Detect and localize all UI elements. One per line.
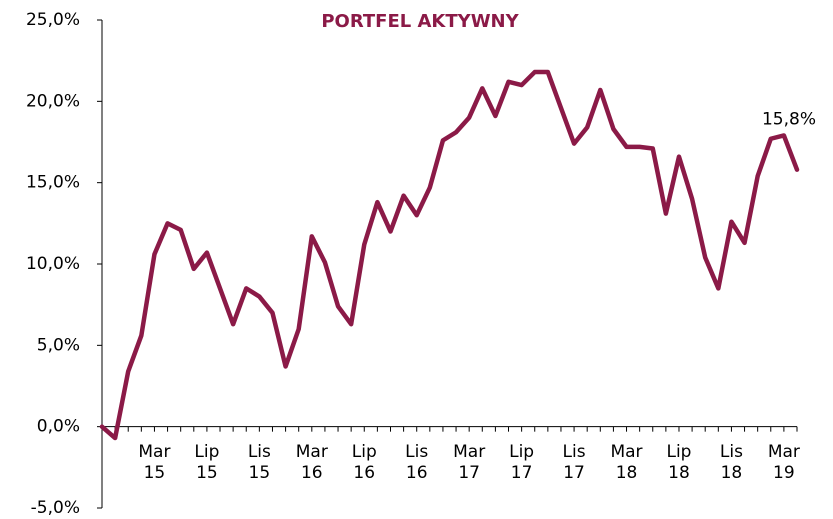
x-tick-label: Lip 17 [509, 441, 535, 483]
x-tick-label: Mar 18 [610, 441, 643, 483]
chart-title: PORTFEL AKTYWNY [321, 11, 519, 32]
y-tick-label: -5,0% [31, 498, 80, 518]
y-tick-label: 0,0% [37, 417, 80, 437]
y-tick-label: 5,0% [37, 335, 80, 355]
x-tick-label: Mar 16 [295, 441, 328, 483]
x-tick-label: Lis 18 [719, 441, 743, 483]
x-tick-label: Mar 19 [767, 441, 800, 483]
y-tick-label: 20,0% [26, 91, 80, 111]
x-tick-label: Mar 17 [453, 441, 486, 483]
x-tick-label: Lip 18 [666, 441, 692, 483]
data-label: 15,8% [762, 110, 816, 130]
y-tick-label: 10,0% [26, 254, 80, 274]
x-tick-label: Lis 15 [247, 441, 271, 483]
data-line [99, 69, 800, 441]
x-tick-label: Lis 17 [562, 441, 586, 483]
x-tick-label: Lip 16 [351, 441, 377, 483]
x-tick-label: Lis 16 [405, 441, 429, 483]
y-tick-label: 15,0% [26, 173, 80, 193]
x-tick-label: Lip 15 [194, 441, 220, 483]
x-tick-label: Mar 15 [138, 441, 171, 483]
y-tick-label: 25,0% [26, 10, 80, 30]
